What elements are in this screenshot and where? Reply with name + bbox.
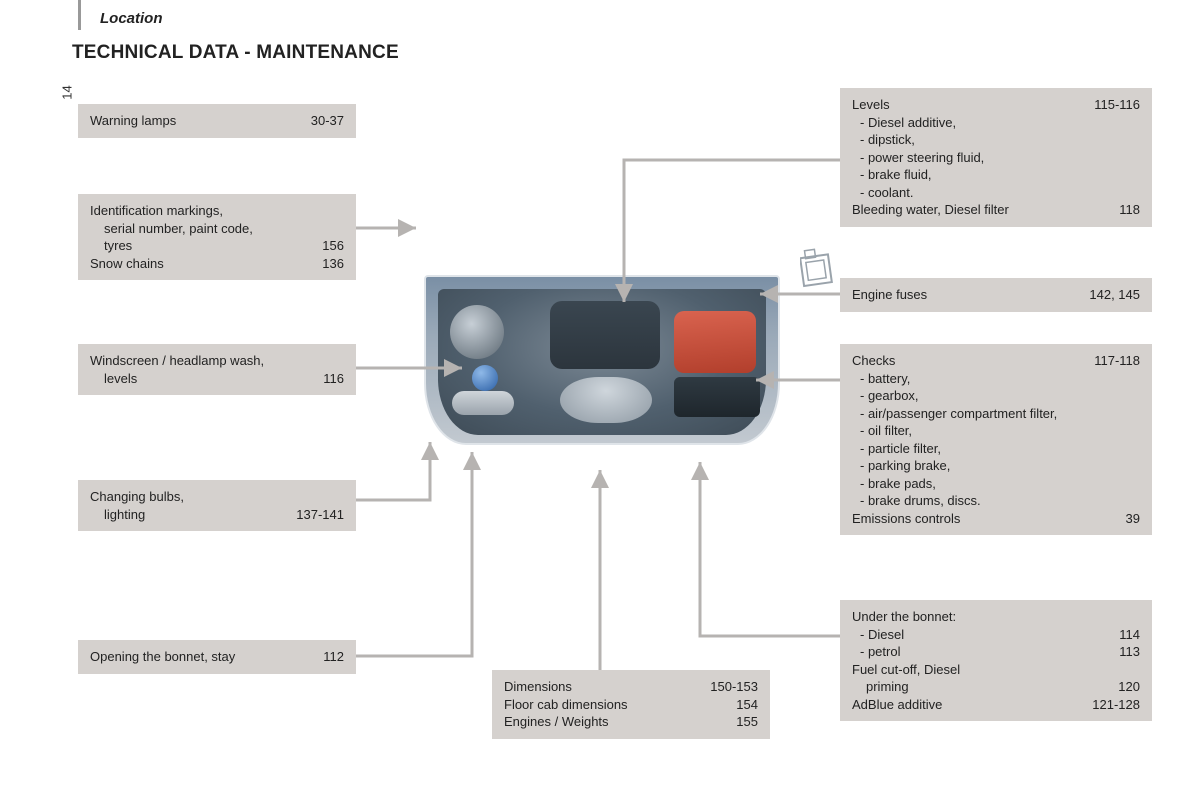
- label: AdBlue additive: [852, 696, 1078, 714]
- label: Checks: [852, 352, 1080, 370]
- label: priming: [852, 678, 1104, 696]
- label: serial number, paint code,: [90, 220, 344, 238]
- page-ref: 155: [722, 713, 758, 731]
- label: Levels: [852, 96, 1080, 114]
- label: Under the bonnet:: [852, 608, 1140, 626]
- label: Identification markings,: [90, 202, 344, 220]
- page-ref: 137-141: [282, 506, 344, 524]
- page-ref: 142, 145: [1075, 286, 1140, 304]
- box-warning-lamps: Warning lamps30-37: [78, 104, 356, 138]
- page-ref: 121-128: [1078, 696, 1140, 714]
- header-divider: [78, 0, 81, 30]
- list-item: brake pads,: [868, 476, 936, 491]
- box-engine-fuses: Engine fuses142, 145: [840, 278, 1152, 312]
- list-item: Diesel: [868, 627, 904, 642]
- page-ref: 150-153: [696, 678, 758, 696]
- label: Windscreen / headlamp wash,: [90, 352, 344, 370]
- list-item: Diesel additive,: [868, 115, 956, 130]
- label: Floor cab dimensions: [504, 696, 722, 714]
- page-ref: 112: [309, 648, 344, 666]
- box-checks: Checks117-118 - battery, - gearbox, - ai…: [840, 344, 1152, 535]
- label: levels: [90, 370, 309, 388]
- box-bonnet: Opening the bonnet, stay112: [78, 640, 356, 674]
- list-item: parking brake,: [868, 458, 950, 473]
- list-item: air/passenger compartment filter,: [868, 406, 1057, 421]
- list-item: brake drums, discs.: [868, 493, 981, 508]
- label: Snow chains: [90, 255, 308, 273]
- list-item: battery,: [868, 371, 910, 386]
- page-ref: 39: [1112, 510, 1140, 528]
- label: Dimensions: [504, 678, 696, 696]
- page-number: 14: [60, 85, 75, 99]
- label: Emissions controls: [852, 510, 1112, 528]
- list-item: petrol: [868, 644, 901, 659]
- box-under-bonnet: Under the bonnet: - Diesel114 - petrol11…: [840, 600, 1152, 721]
- label: Opening the bonnet, stay: [90, 648, 309, 666]
- label: lighting: [90, 506, 282, 524]
- label: Bleeding water, Diesel filter: [852, 201, 1105, 219]
- list-item: gearbox,: [868, 388, 919, 403]
- fusebox-icon: [800, 248, 834, 288]
- page-title: TECHNICAL DATA - MAINTENANCE: [72, 42, 399, 64]
- page-ref: 30-37: [297, 112, 344, 130]
- box-windscreen: Windscreen / headlamp wash, levels116: [78, 344, 356, 395]
- box-identification: Identification markings, serial number, …: [78, 194, 356, 280]
- label: Engines / Weights: [504, 713, 722, 731]
- page-ref: 113: [1105, 643, 1140, 661]
- list-item: oil filter,: [868, 423, 912, 438]
- label: Changing bulbs,: [90, 488, 344, 506]
- box-dimensions: Dimensions150-153 Floor cab dimensions15…: [492, 670, 770, 739]
- page-ref: 114: [1105, 626, 1140, 644]
- page-ref: 115-116: [1080, 96, 1140, 114]
- list-item: power steering fluid,: [868, 150, 984, 165]
- label: Fuel cut-off, Diesel: [852, 661, 1140, 679]
- label: Engine fuses: [852, 286, 1075, 304]
- box-bulbs: Changing bulbs, lighting137-141: [78, 480, 356, 531]
- engine-diagram: [412, 265, 792, 460]
- page-ref: 118: [1105, 201, 1140, 219]
- page-ref: 116: [309, 370, 344, 388]
- page-ref: 117-118: [1080, 352, 1140, 370]
- list-item: dipstick,: [868, 132, 915, 147]
- page-ref: 120: [1104, 678, 1140, 696]
- label: Warning lamps: [90, 112, 297, 130]
- label: tyres: [90, 237, 308, 255]
- section-label: Location: [100, 10, 163, 27]
- page-ref: 156: [308, 237, 344, 255]
- list-item: coolant.: [868, 185, 914, 200]
- list-item: particle filter,: [868, 441, 941, 456]
- box-levels: Levels115-116 - Diesel additive, - dipst…: [840, 88, 1152, 227]
- page-ref: 154: [722, 696, 758, 714]
- list-item: brake fluid,: [868, 167, 932, 182]
- page-ref: 136: [308, 255, 344, 273]
